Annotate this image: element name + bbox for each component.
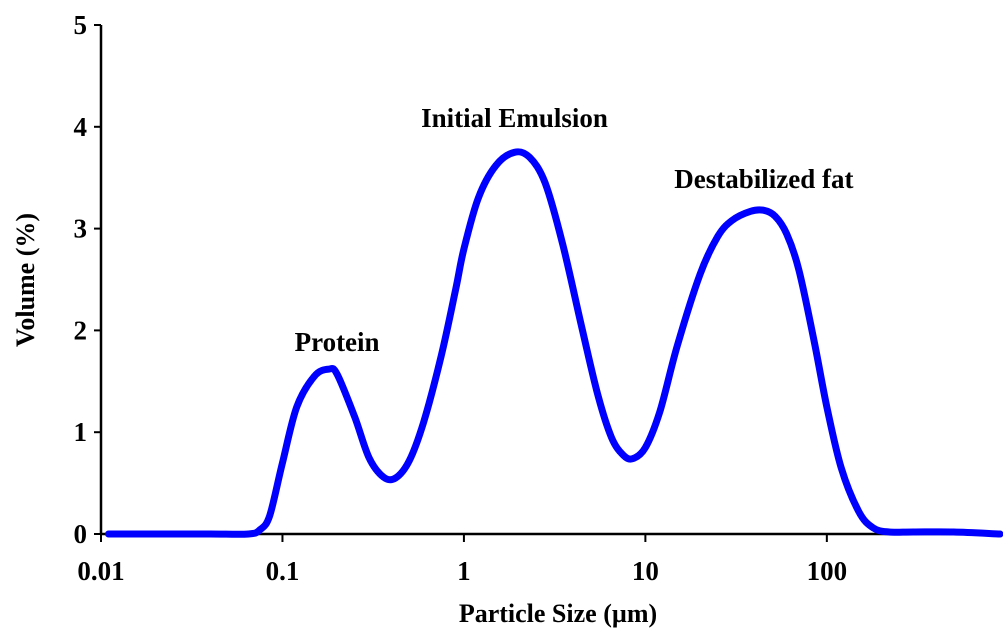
- peak-annotation: Initial Emulsion: [421, 103, 608, 133]
- x-tick-label: 100: [807, 556, 848, 586]
- x-tick-label: 0.1: [266, 556, 300, 586]
- peak-annotation: Protein: [295, 327, 380, 357]
- y-tick-label: 0: [74, 519, 88, 549]
- y-ticks: 0 1 2 3 4 5: [74, 10, 101, 549]
- y-tick-label: 3: [74, 214, 88, 244]
- x-axis-title: Particle Size (µm): [459, 599, 657, 628]
- axes: [99, 25, 1000, 536]
- series-line: [105, 148, 1003, 538]
- y-tick-label: 5: [74, 10, 88, 40]
- x-tick-label: 10: [632, 556, 659, 586]
- annotations: Protein Initial Emulsion Destabilized fat: [295, 103, 854, 357]
- y-axis-title: Volume (%): [11, 213, 40, 347]
- peak-annotation: Destabilized fat: [674, 164, 853, 194]
- series-layer: [105, 148, 1003, 538]
- x-tick-label: 1: [457, 556, 471, 586]
- x-ticks: 0.01 0.1 1 10 100: [77, 534, 847, 586]
- y-tick-label: 4: [74, 112, 88, 142]
- x-tick-label: 0.01: [77, 556, 124, 586]
- y-tick-label: 1: [74, 417, 88, 447]
- y-tick-label: 2: [74, 315, 88, 345]
